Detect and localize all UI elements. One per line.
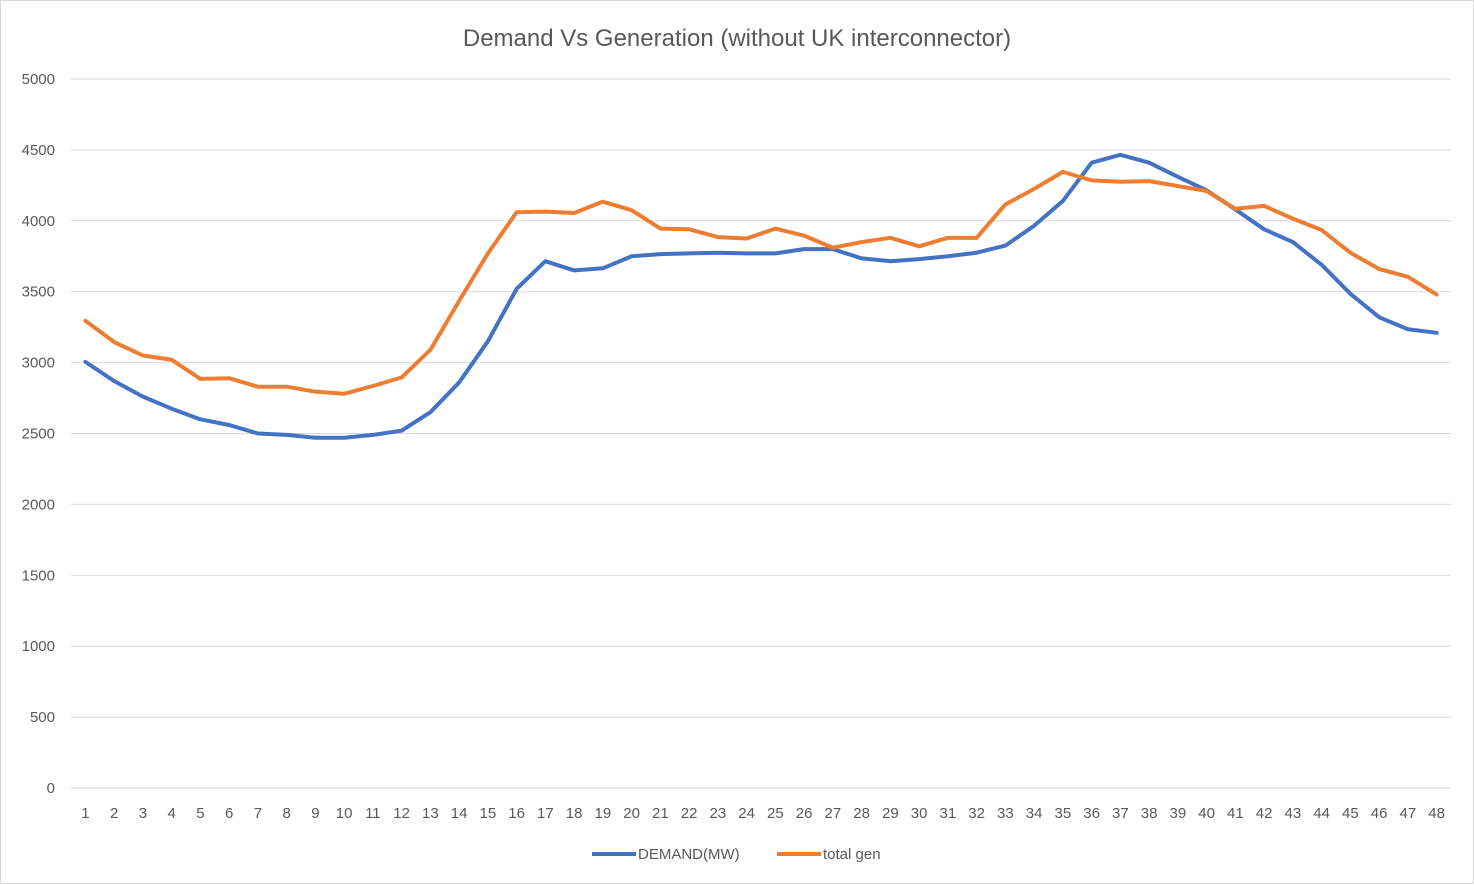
x-tick-label: 24 bbox=[738, 805, 755, 822]
x-tick-label: 28 bbox=[853, 805, 870, 822]
x-tick-label: 17 bbox=[537, 805, 554, 822]
x-tick-label: 41 bbox=[1227, 805, 1244, 822]
gridlines bbox=[71, 78, 1451, 718]
x-tick-label: 10 bbox=[336, 805, 353, 822]
x-tick-label: 12 bbox=[393, 805, 410, 822]
x-tick-label: 14 bbox=[451, 805, 468, 822]
x-tick-label: 13 bbox=[422, 805, 439, 822]
y-tick-label: 5000 bbox=[22, 71, 55, 88]
x-tick-label: 44 bbox=[1313, 805, 1330, 822]
series-line-0 bbox=[83, 152, 1439, 440]
x-tick-label: 33 bbox=[997, 805, 1014, 822]
x-tick-label: 34 bbox=[1026, 805, 1043, 822]
x-tick-label: 43 bbox=[1285, 805, 1302, 822]
x-tick-label: 40 bbox=[1198, 805, 1215, 822]
x-tick-label: 9 bbox=[311, 805, 319, 822]
x-tick-label: 27 bbox=[825, 805, 842, 822]
x-tick-label: 42 bbox=[1256, 805, 1273, 822]
x-tick-label: 22 bbox=[681, 805, 698, 822]
x-tick-label: 23 bbox=[710, 805, 727, 822]
y-tick-label: 500 bbox=[30, 709, 55, 726]
data-series bbox=[83, 152, 1439, 440]
x-tick-label: 48 bbox=[1428, 805, 1445, 822]
x-tick-label: 26 bbox=[796, 805, 813, 822]
chart-title: Demand Vs Generation (without UK interco… bbox=[463, 25, 1011, 52]
x-tick-label: 47 bbox=[1400, 805, 1417, 822]
x-tick-label: 36 bbox=[1083, 805, 1100, 822]
legend-label-1: total gen bbox=[823, 846, 881, 863]
x-tick-label: 39 bbox=[1170, 805, 1187, 822]
x-tick-label: 16 bbox=[508, 805, 525, 822]
x-tick-label: 18 bbox=[566, 805, 583, 822]
x-tick-label: 7 bbox=[254, 805, 262, 822]
x-tick-label: 15 bbox=[480, 805, 497, 822]
y-tick-label: 2000 bbox=[22, 496, 55, 513]
legend: DEMAND(MW) total gen bbox=[592, 846, 881, 863]
x-tick-label: 45 bbox=[1342, 805, 1359, 822]
y-tick-label: 3000 bbox=[22, 355, 55, 372]
x-tick-label: 46 bbox=[1371, 805, 1388, 822]
y-tick-label: 0 bbox=[47, 780, 55, 797]
y-tick-label: 1500 bbox=[22, 567, 55, 584]
x-tick-label: 19 bbox=[595, 805, 612, 822]
x-tick-label: 21 bbox=[652, 805, 669, 822]
x-tick-label: 38 bbox=[1141, 805, 1158, 822]
y-tick-label: 1000 bbox=[22, 638, 55, 655]
x-tick-label: 30 bbox=[911, 805, 928, 822]
series-line-1 bbox=[83, 169, 1439, 396]
x-tick-label: 8 bbox=[282, 805, 290, 822]
y-tick-label: 4000 bbox=[22, 213, 55, 230]
x-tick-label: 31 bbox=[940, 805, 957, 822]
y-tick-label: 2500 bbox=[22, 426, 55, 443]
x-tick-label: 32 bbox=[968, 805, 985, 822]
x-tick-label: 6 bbox=[225, 805, 233, 822]
legend-label-0: DEMAND(MW) bbox=[638, 846, 740, 863]
axes: 0 500 1000 1500 2000 2500 3000 3500 4000 4500 5000… bbox=[22, 71, 1451, 822]
x-tick-label: 3 bbox=[139, 805, 147, 822]
y-tick-label: 4500 bbox=[22, 142, 55, 159]
x-tick-label: 35 bbox=[1055, 805, 1072, 822]
x-tick-label: 11 bbox=[365, 805, 381, 822]
y-tick-label: 3500 bbox=[22, 284, 55, 301]
x-tick-label: 4 bbox=[167, 805, 175, 822]
x-tick-label: 25 bbox=[767, 805, 784, 822]
x-tick-label: 37 bbox=[1112, 805, 1129, 822]
x-tick-label: 1 bbox=[81, 805, 89, 822]
x-tick-label: 2 bbox=[110, 805, 118, 822]
x-tick-label: 29 bbox=[882, 805, 899, 822]
x-tick-label: 5 bbox=[196, 805, 204, 822]
x-tick-label: 20 bbox=[623, 805, 640, 822]
